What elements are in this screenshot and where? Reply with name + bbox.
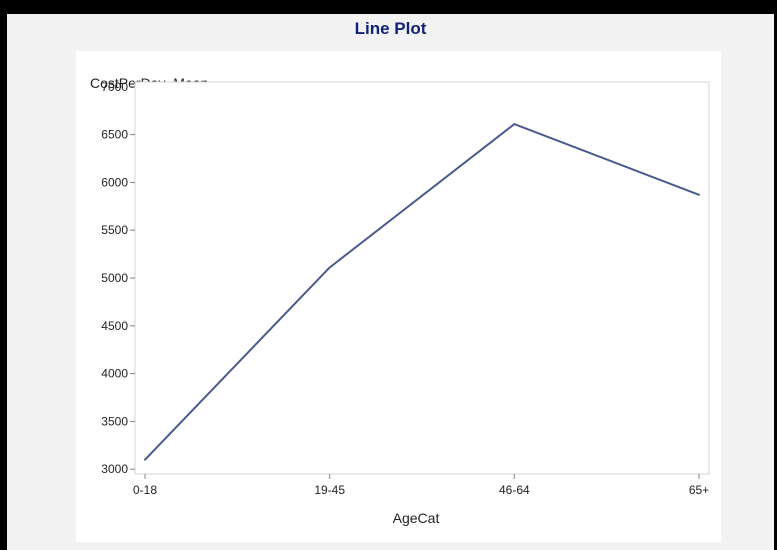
x-tick-label: 19-45	[314, 483, 345, 497]
plot-frame	[134, 81, 710, 475]
y-tick-label: 6000	[101, 175, 128, 189]
caption-strip	[7, 543, 774, 550]
y-tick-label: 7000	[101, 80, 128, 94]
y-tick-label: 4000	[101, 367, 128, 381]
x-tick-label: 65+	[689, 483, 709, 497]
data-series	[144, 123, 700, 461]
x-tick-label: 0-18	[133, 483, 157, 497]
series-line	[144, 123, 700, 461]
axes: 3000 3500 4000 4500 5000 5500 6000 6500 7000 0-18…	[101, 80, 710, 497]
y-tick-label: 3000	[101, 462, 128, 476]
y-tick-label: 5000	[101, 271, 128, 285]
x-axis-label: AgeCat	[393, 510, 440, 526]
y-tick-label: 5500	[101, 223, 128, 237]
page-title: Line Plot	[354, 19, 427, 38]
y-tick-label: 4500	[101, 319, 128, 333]
x-tick-label: 46-64	[499, 483, 530, 497]
y-tick-label: 3500	[101, 414, 128, 428]
y-tick-label: 6500	[101, 128, 128, 142]
line-chart: CostPerDay_Mean 300035004000450050005500…	[90, 75, 710, 526]
output-window: Line Plot CostPerDay_Mean 30003500400045…	[7, 14, 774, 550]
chart-panel: CostPerDay_Mean 300035004000450050005500…	[76, 51, 721, 542]
